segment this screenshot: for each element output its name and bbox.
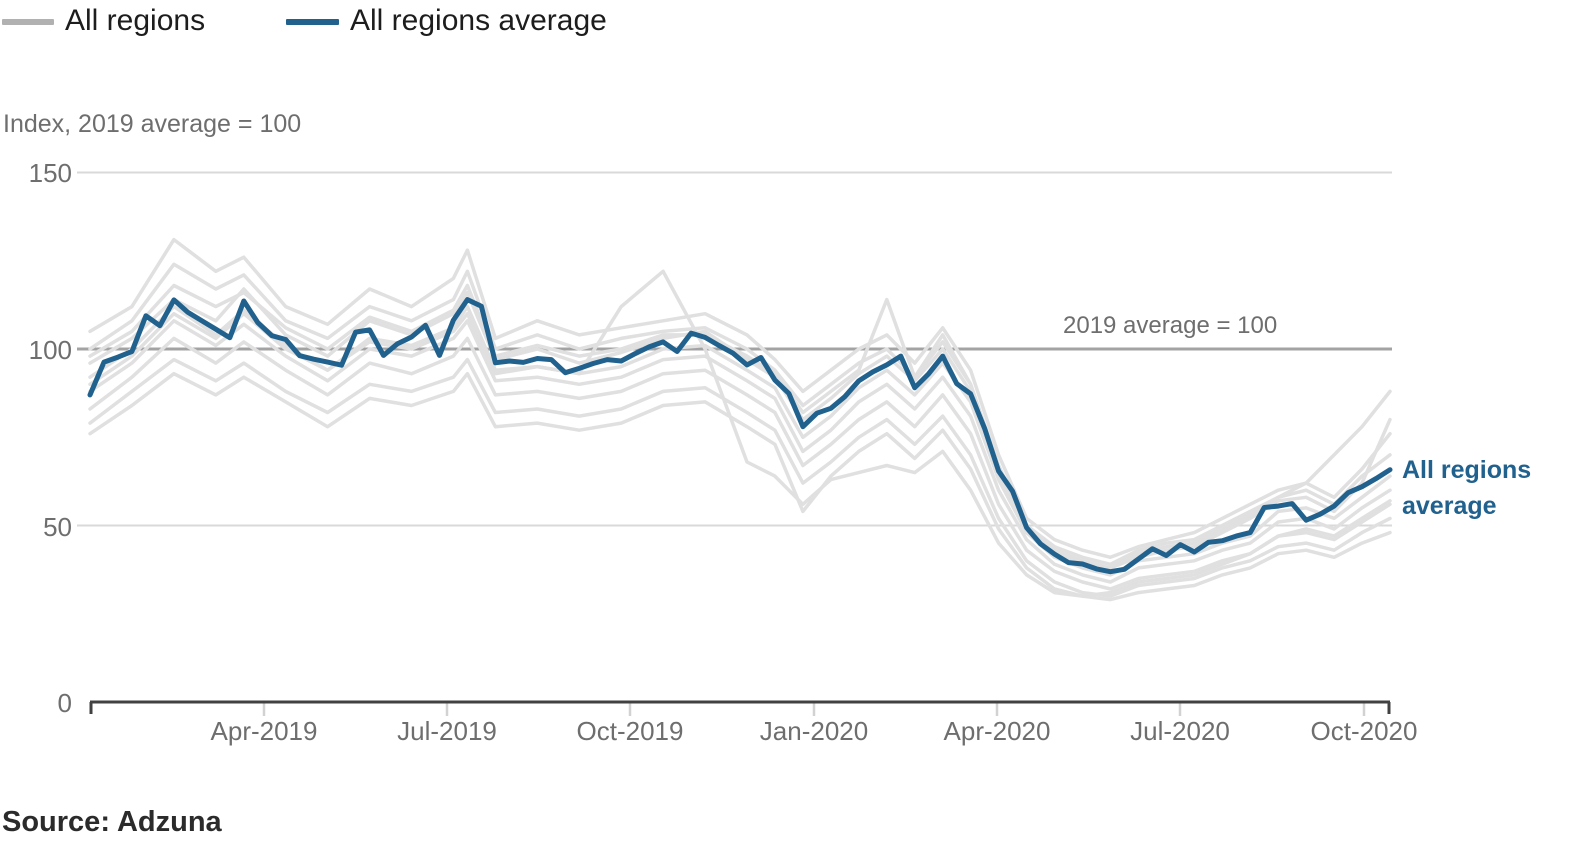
x-tick-oct-2020: Oct-2020	[1310, 716, 1418, 746]
end-label-line2: average	[1402, 492, 1497, 520]
average-series-end-label: All regions average	[1402, 452, 1531, 524]
source-note: Source: Adzuna	[2, 806, 222, 838]
y-axis-title: Index, 2019 average = 100	[3, 110, 302, 138]
y-tick-150: 150	[28, 158, 72, 188]
legend-swatch-all-regions	[2, 19, 54, 25]
legend-label-all-regions: All regions	[65, 4, 206, 37]
y-tick-0: 0	[57, 688, 72, 718]
legend-label-all-regions-average: All regions average	[350, 4, 607, 37]
legend-swatch-all-regions-average	[286, 19, 339, 25]
reference-line-annotation: 2019 average = 100	[1063, 312, 1278, 339]
x-tick-apr-2019: Apr-2019	[210, 716, 318, 746]
x-tick-apr-2020: Apr-2020	[943, 716, 1051, 746]
end-label-line1: All regions	[1402, 456, 1532, 484]
y-tick-100: 100	[28, 335, 72, 365]
y-tick-50: 50	[43, 512, 72, 542]
x-tick-jan-2020: Jan-2020	[759, 716, 869, 746]
x-tick-jul-2019: Jul-2019	[397, 716, 497, 746]
x-tick-jul-2020: Jul-2020	[1130, 716, 1230, 746]
x-tick-oct-2019: Oct-2019	[576, 716, 684, 746]
